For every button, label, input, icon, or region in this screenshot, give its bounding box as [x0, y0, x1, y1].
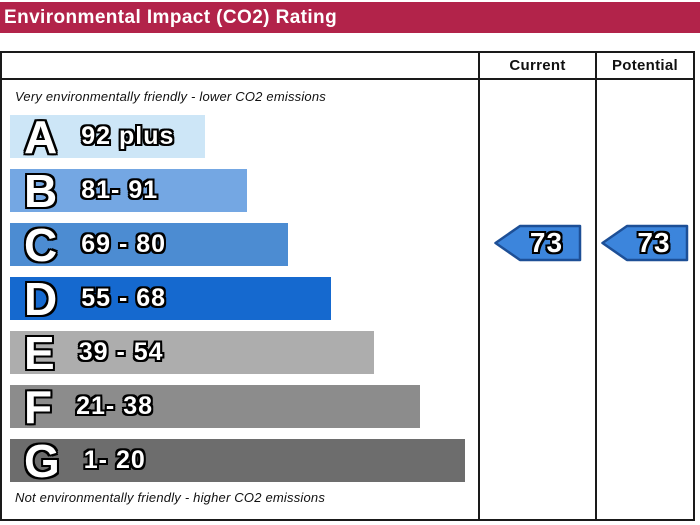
band-a-range: 92 plus [81, 122, 175, 150]
potential-rating-value: 73 [637, 227, 671, 258]
band-e: E 39 - 54 [10, 326, 374, 379]
potential-column-header: Potential [611, 57, 679, 74]
current-column-header: Current [480, 53, 597, 78]
chart-header-cell [2, 53, 480, 78]
band-g-letter: G [24, 434, 60, 487]
current-rating-value: 73 [529, 227, 564, 258]
table-body-row: Very environmentally friendly - lower CO… [2, 80, 693, 519]
page-title: Environmental Impact (CO2) Rating [0, 2, 700, 33]
band-c: C 69 - 80 [10, 218, 288, 271]
band-g-range: 1- 20 [83, 446, 146, 474]
epc-rating-table: Current Potential Very environmentally f… [0, 51, 695, 521]
rating-bands-cell: Very environmentally friendly - lower CO… [2, 80, 480, 519]
top-annotation: Very environmentally friendly - lower CO… [15, 89, 326, 104]
current-rating-arrow: 73 [493, 224, 582, 262]
potential-rating-arrow: 73 [601, 224, 689, 262]
table-header-row: Current Potential [2, 53, 693, 80]
band-g: G 1- 20 [10, 434, 465, 487]
band-b-range: 81- 91 [81, 176, 159, 204]
left-arrow-icon [493, 224, 581, 262]
band-d-letter: D [24, 272, 58, 325]
band-d-range: 55 - 68 [81, 284, 167, 312]
current-rating-cell: 73 [480, 80, 597, 519]
left-arrow-icon [601, 224, 689, 262]
band-f-letter: F [24, 380, 53, 433]
band-b-letter: B [24, 164, 58, 217]
band-e-range: 39 - 54 [78, 338, 164, 366]
band-b: B 81- 91 [10, 164, 247, 217]
band-f-range: 21- 38 [76, 392, 153, 420]
bottom-annotation: Not environmentally friendly - higher CO… [15, 490, 326, 505]
band-f: F 21- 38 [10, 380, 420, 433]
band-c-letter: C [24, 218, 58, 271]
band-a: A 92 plus [10, 110, 205, 163]
band-c-range: 69 - 80 [81, 230, 167, 258]
band-d: D 55 - 68 [10, 272, 331, 325]
potential-rating-cell: 73 [597, 80, 693, 519]
band-a-letter: A [24, 110, 58, 163]
band-e-letter: E [24, 326, 55, 379]
